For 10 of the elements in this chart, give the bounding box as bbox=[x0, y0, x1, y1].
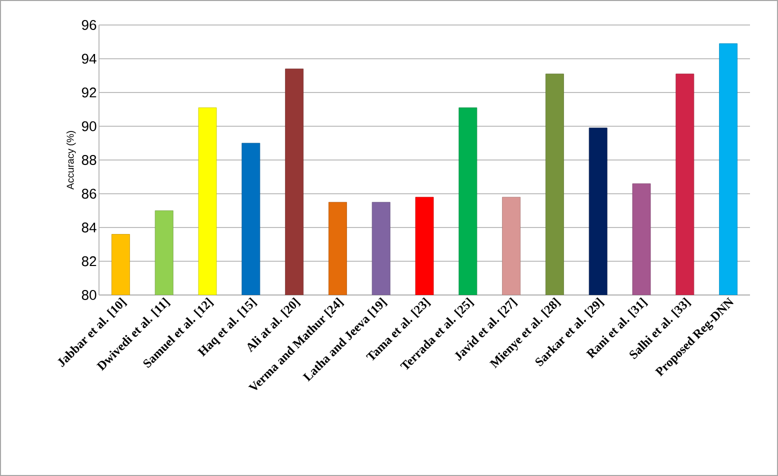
y-tick-label: 84 bbox=[82, 222, 96, 232]
y-tick-label: 80 bbox=[82, 290, 96, 300]
y-axis-title: Accuracy (%) bbox=[66, 131, 76, 190]
y-tick-label: 96 bbox=[82, 20, 96, 30]
y-tick-label: 86 bbox=[82, 188, 96, 199]
y-tick-label: 94 bbox=[82, 54, 96, 64]
y-tick-label: 90 bbox=[82, 121, 96, 132]
y-tick-label: 92 bbox=[82, 88, 96, 98]
y-tick-label: 88 bbox=[82, 155, 96, 165]
y-tick-label: 82 bbox=[82, 256, 96, 266]
